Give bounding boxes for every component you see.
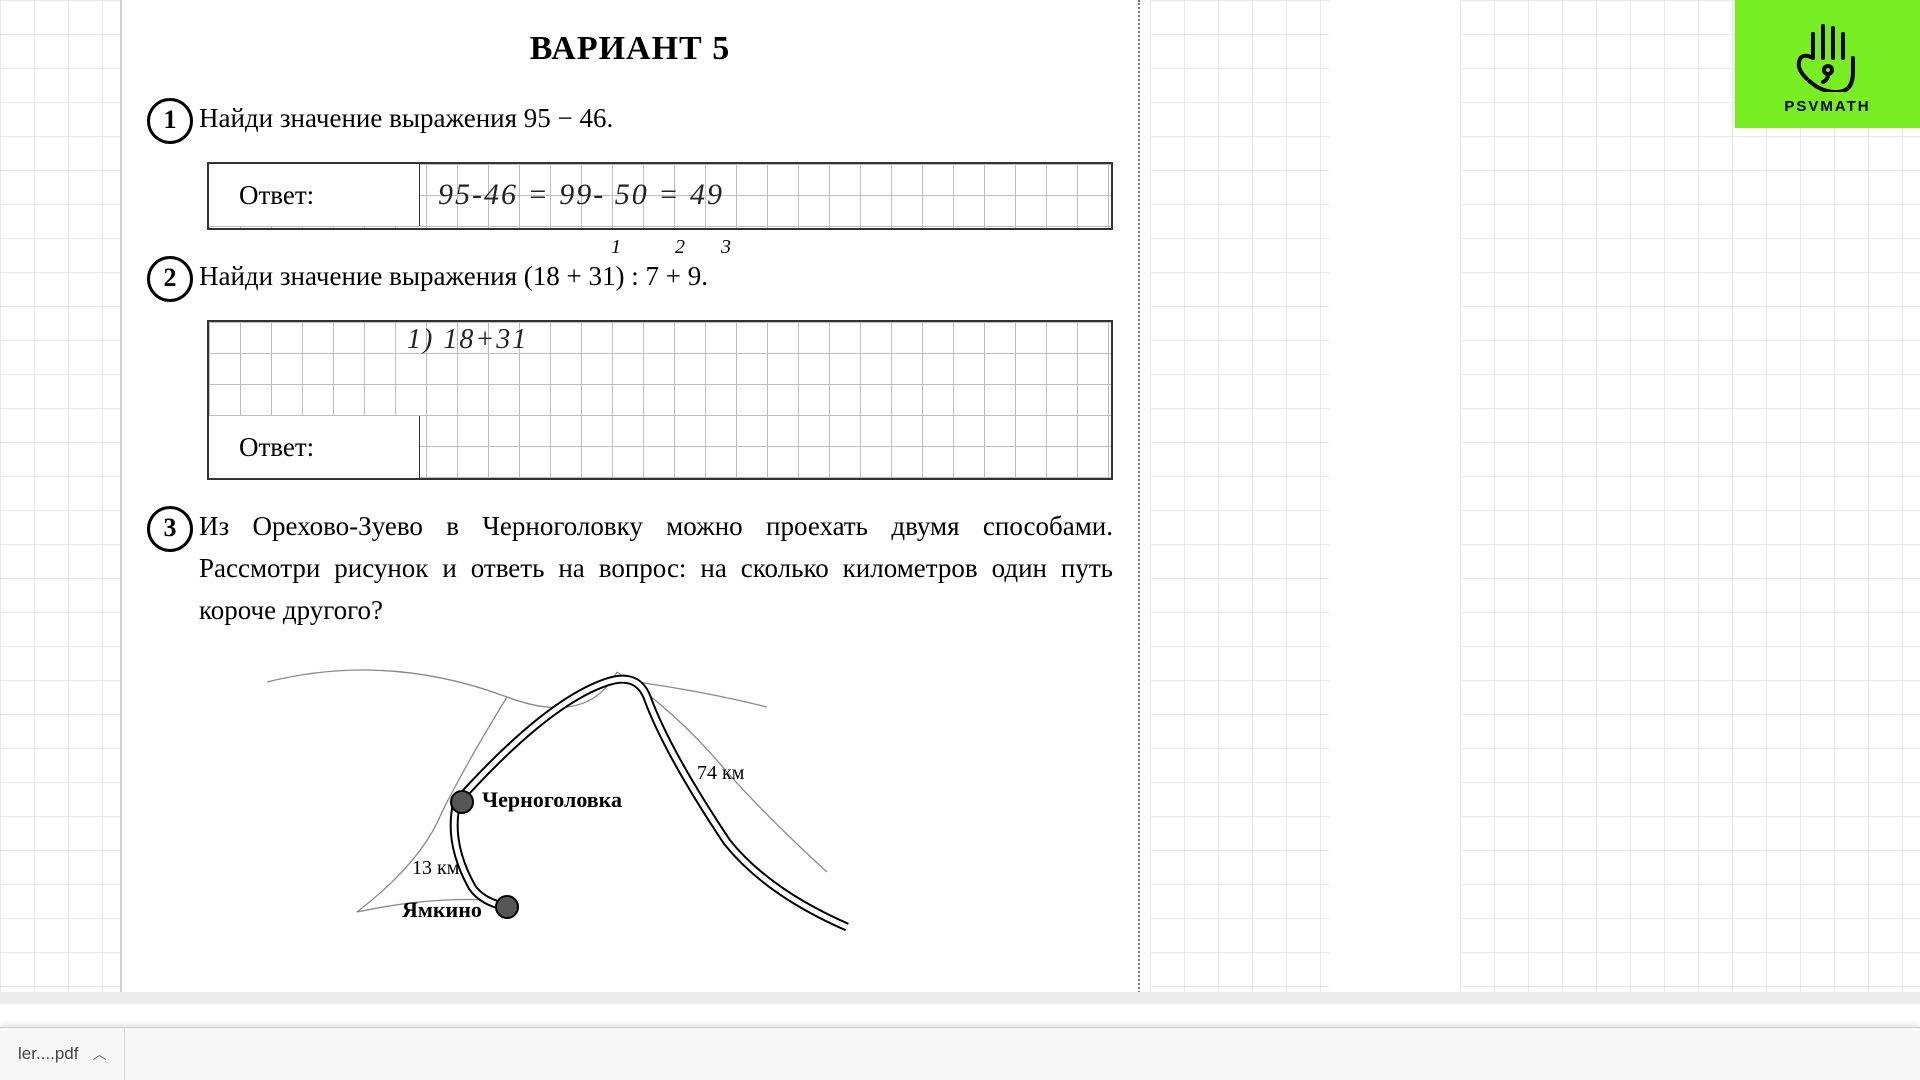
psvmath-logo: PSVMATH xyxy=(1735,0,1920,128)
task-2-annot-1: 1 xyxy=(611,232,621,263)
logo-brand-text: PSVMATH xyxy=(1784,98,1870,115)
task-1-answer-box: Ответ: 95-46 = 99- 50 = 49 xyxy=(207,162,1113,230)
task-1-circle: 1 xyxy=(147,98,193,144)
task-3-text: Из Орехово-Зуево в Черноголовку можно пр… xyxy=(193,506,1113,632)
task-2-number: 2 xyxy=(147,256,193,302)
task-3-number: 3 xyxy=(147,506,193,552)
task-1-handwritten: 95-46 = 99- 50 = 49 xyxy=(420,178,724,212)
map-dist-2: 13 км xyxy=(412,857,459,880)
hand-icon xyxy=(1793,14,1863,92)
task-2-text-span: Найди значение выражения (18 + 31) : 7 +… xyxy=(199,261,708,291)
page-title: ВАРИАНТ 5 xyxy=(147,30,1113,68)
task-2-annot-3: 3 xyxy=(721,232,731,263)
bg-grid-mid xyxy=(1150,0,1330,1000)
task-2-answer-label: Ответ: xyxy=(209,416,420,478)
task-2-work-handwritten: 1) 18+31 xyxy=(389,324,528,356)
task-3-circle: 3 xyxy=(147,506,193,552)
task-2-text: Найди значение выражения (18 + 31) : 7 +… xyxy=(193,256,1113,298)
task-2-circle: 2 xyxy=(147,256,193,302)
chevron-up-icon[interactable]: ︿ xyxy=(92,1044,106,1064)
task-1-number: 1 xyxy=(147,98,193,144)
bg-grid-left xyxy=(0,0,120,1000)
task-1-answer-label: Ответ: xyxy=(209,164,420,226)
download-item[interactable]: ler....pdf ︿ xyxy=(0,1028,125,1080)
download-filename: ler....pdf xyxy=(18,1044,78,1064)
map-city-2: Ямкино xyxy=(402,897,482,923)
worksheet-page: ВАРИАНТ 5 1 Найди значение выражения 95 … xyxy=(120,0,1140,1000)
map-dist-1: 74 км xyxy=(697,762,744,785)
horizontal-scroll-track[interactable] xyxy=(0,992,1920,1004)
download-bar: ler....pdf ︿ xyxy=(0,1027,1920,1080)
task-2: 2 Найди значение выражения (18 + 31) : 7… xyxy=(147,256,1113,302)
task-1: 1 Найди значение выражения 95 − 46. xyxy=(147,98,1113,144)
bg-grid-right xyxy=(1460,0,1920,1000)
map-city-1: Черноголовка xyxy=(482,787,622,813)
task-2-annot-2: 2 xyxy=(675,232,685,263)
task-1-text: Найди значение выражения 95 − 46. xyxy=(193,98,1113,140)
task-2-answer-box: 1) 18+31 Ответ: xyxy=(207,320,1113,480)
task-3-map: Черноголовка Ямкино 74 км 13 км xyxy=(207,642,987,932)
task-3: 3 Из Орехово-Зуево в Черноголовку можно … xyxy=(147,506,1113,632)
